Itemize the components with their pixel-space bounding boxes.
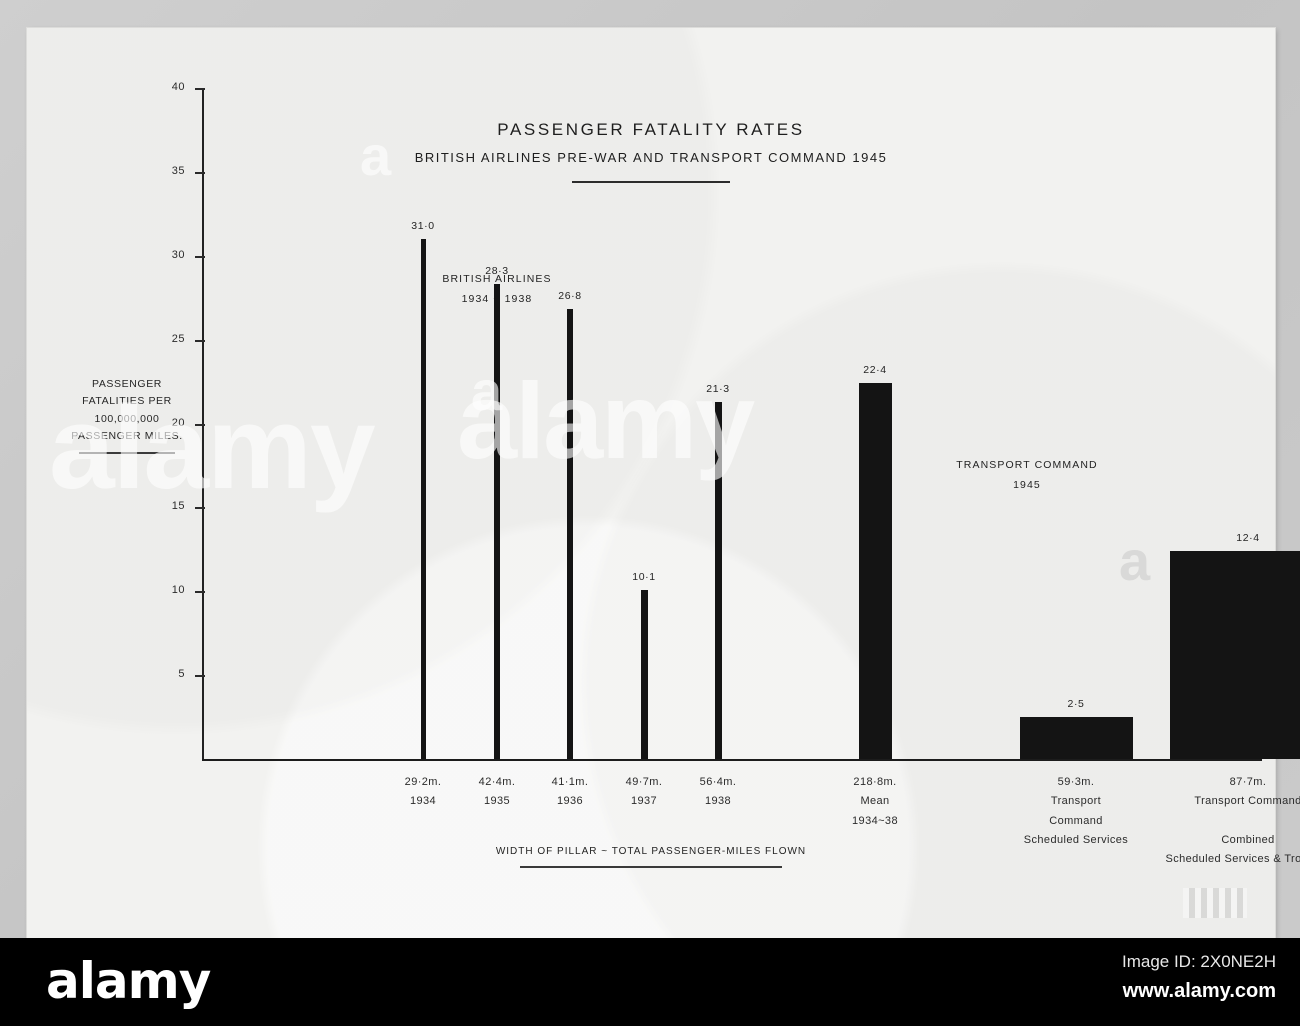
y-axis-tick	[195, 591, 205, 594]
chart-footnote-text: WIDTH OF PILLAR ~ TOTAL PASSENGER-MILES …	[495, 846, 807, 857]
x-axis-category-name-6-2: Scheduled Services	[1023, 833, 1129, 846]
plot-area: 40 35 30 25 20 15 10 5 31·0 28·3 26·8 10·1 21·3 22·4…	[171, 58, 1300, 865]
y-axis-tick-label: 35	[171, 164, 185, 177]
x-axis-passenger-miles-6: 59·3m.	[1057, 776, 1095, 788]
x-axis-passenger-miles-7: 87·7m.	[1229, 776, 1267, 788]
x-axis-label-group-1: 42·4m. 1935	[479, 773, 516, 812]
x-axis-passenger-miles-2: 41·1m.	[551, 776, 589, 788]
y-axis-tick-label: 25	[171, 332, 185, 345]
x-axis-category-name-6-0: Transport	[1050, 795, 1102, 808]
watermark-corner-stripes	[1183, 888, 1247, 918]
chart-footnote-rule	[520, 866, 782, 868]
x-axis-category-name-6-1: Command	[1049, 814, 1103, 827]
bar-value-label-7: 12·4	[1236, 531, 1260, 544]
y-axis-tick	[195, 675, 205, 678]
x-axis-passenger-miles-1: 42·4m.	[478, 776, 516, 788]
chart-footnote: WIDTH OF PILLAR ~ TOTAL PASSENGER-MILES …	[27, 846, 1275, 868]
x-axis-passenger-miles-0: 29·2m.	[404, 776, 442, 788]
x-axis-passenger-miles-3: 49·7m.	[625, 776, 663, 788]
x-axis-label-group-7: 87·7m. Transport Command Combined Schedule…	[1165, 773, 1300, 869]
x-axis-category-name-5-1: 1934~38	[852, 814, 898, 827]
y-axis-tick-label: 5	[178, 668, 185, 681]
bar-value-label-1: 28·3	[485, 265, 509, 278]
bar-value-label-4: 21·3	[706, 382, 730, 395]
bar-2	[567, 309, 573, 759]
bar-6	[1019, 717, 1133, 759]
y-axis-tick-label: 10	[171, 584, 185, 597]
x-axis-category-name-4-0: 1938	[704, 795, 732, 808]
alamy-logo: alamy	[46, 952, 211, 1010]
x-axis-category-name-7-0: Transport Command	[1194, 795, 1300, 808]
x-axis-label-group-4: 56·4m. 1938	[700, 773, 737, 812]
chart-title: PASSENGER FATALITY RATES	[497, 120, 805, 139]
bar-value-label-3: 10·1	[632, 570, 656, 583]
y-axis-caption-rule	[79, 452, 175, 454]
y-axis-tick	[195, 255, 205, 258]
x-axis-label-group-5: 218·8m. Mean 1934~38	[852, 773, 898, 831]
alamy-url-label[interactable]: www.alamy.com	[1122, 980, 1276, 1002]
y-axis-tick	[195, 171, 205, 174]
y-axis-caption-text: PASSENGER FATALITIES PER 100,000,000 PAS…	[71, 378, 183, 442]
y-axis-tick	[195, 423, 205, 426]
x-axis-category-name-7-3: Scheduled Services & Trooping	[1165, 853, 1300, 865]
y-axis-tick-label: 30	[171, 248, 185, 261]
bar-value-label-0: 31·0	[411, 219, 435, 232]
y-axis-tick-label: 20	[171, 416, 185, 429]
y-axis-tick	[195, 507, 205, 510]
x-axis-label-group-6: 59·3m. Transport Command Scheduled Services	[1024, 773, 1128, 850]
group-label-british-airlines-name: BRITISH AIRLINES	[442, 273, 552, 285]
y-axis-tick-label: 15	[171, 500, 185, 513]
bar-5	[858, 383, 892, 759]
image-id-label: Image ID: 2X0NE2H	[1121, 952, 1276, 971]
bar-3	[640, 589, 648, 759]
x-axis-category-name-3-0: 1937	[630, 795, 658, 808]
y-axis-tick	[195, 339, 205, 342]
group-label-transport-command: TRANSPORT COMMAND 1945	[927, 456, 1127, 496]
chart-subtitle: BRITISH AIRLINES PRE-WAR AND TRANSPORT C…	[414, 150, 888, 165]
x-axis-category-name-5-0: Mean	[860, 795, 890, 808]
x-axis-category-name-0-0: 1934	[409, 795, 437, 808]
group-label-transport-command-year: 1945	[1013, 478, 1041, 491]
x-axis-category-name-2-0: 1936	[556, 795, 584, 808]
y-axis-tick-label: 40	[171, 81, 185, 93]
x-axis-category-name-1-0: 1935	[483, 795, 511, 808]
title-underline-rule	[572, 181, 730, 183]
bar-value-label-5: 22·4	[863, 364, 887, 377]
group-label-transport-command-name: TRANSPORT COMMAND	[956, 459, 1098, 471]
x-axis-label-group-2: 41·1m. 1936	[552, 773, 589, 812]
photographic-print: PASSENGER FATALITY RATES BRITISH AIRLINE…	[27, 28, 1300, 938]
chart-title-block: PASSENGER FATALITY RATES BRITISH AIRLINE…	[27, 120, 1275, 183]
bar-4	[714, 401, 722, 759]
bar-1	[494, 284, 500, 759]
bar-value-label-6: 2·5	[1067, 698, 1085, 711]
bar-0	[420, 238, 426, 759]
y-axis-caption: PASSENGER FATALITIES PER 100,000,000 PAS…	[71, 376, 183, 454]
x-axis-line	[202, 759, 1262, 761]
x-axis-category-name-7-1	[1165, 812, 1300, 831]
stock-photo-footer-bar: alamy Image ID: 2X0NE2H www.alamy.com	[0, 938, 1300, 1026]
bar-value-label-2: 26·8	[558, 290, 582, 303]
x-axis-passenger-miles-5: 218·8m.	[853, 776, 897, 788]
x-axis-label-group-0: 29·2m. 1934	[405, 773, 442, 812]
y-axis-tick	[195, 88, 205, 90]
x-axis-passenger-miles-4: 56·4m.	[699, 776, 737, 788]
x-axis-category-name-7-2: Combined	[1221, 833, 1275, 846]
x-axis-label-group-3: 49·7m. 1937	[626, 773, 663, 812]
bar-7	[1170, 551, 1300, 759]
